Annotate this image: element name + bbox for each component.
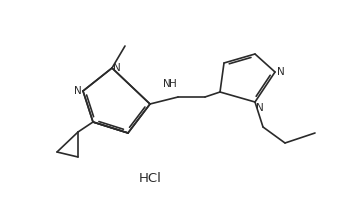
Text: N: N — [277, 67, 285, 77]
Text: N: N — [256, 103, 264, 113]
Text: N: N — [74, 86, 82, 96]
Text: N: N — [113, 63, 121, 73]
Text: N: N — [163, 79, 171, 89]
Text: H: H — [169, 79, 177, 89]
Text: HCl: HCl — [139, 172, 161, 184]
